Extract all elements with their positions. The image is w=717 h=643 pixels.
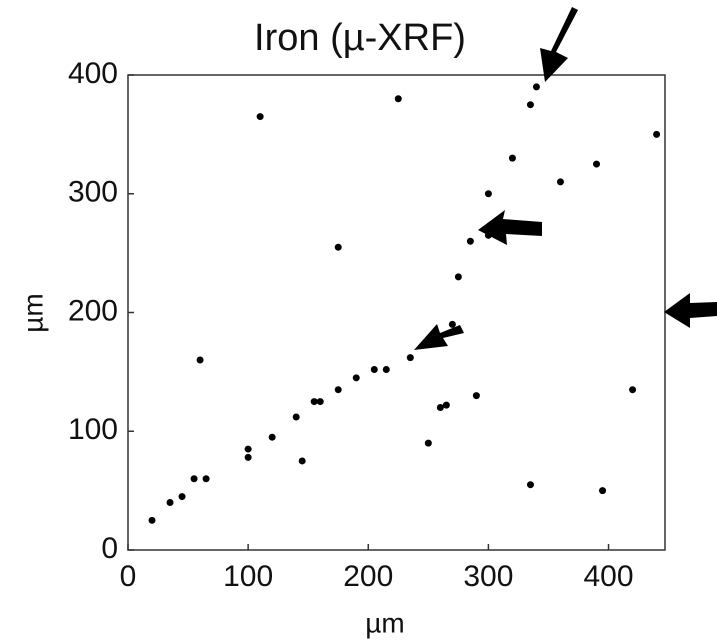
y-tick-label: 200 [68,294,118,327]
point [508,154,516,162]
arrow [478,210,542,245]
arrows [414,7,717,350]
x-axis-label: µm [365,607,404,638]
y-tick-label: 400 [68,57,118,90]
point [190,475,198,483]
point [394,95,402,103]
point [454,273,462,281]
point [148,516,156,524]
x-tick-label: 0 [120,560,137,593]
y-tick-label: 300 [68,176,118,209]
point [310,398,318,406]
point [166,499,174,506]
point [196,356,204,364]
point [484,231,492,239]
point [256,113,264,121]
x-tick-label: 200 [343,560,393,593]
point [556,178,564,186]
x-tick-label: 400 [584,560,634,593]
y-axis-label: µm [17,293,48,332]
point [526,481,534,489]
point [472,392,480,400]
point [532,83,540,91]
point [593,160,601,168]
point [244,453,252,461]
point [370,366,378,373]
arrow [540,7,578,82]
point [382,366,390,373]
point [292,413,300,421]
point [202,475,210,483]
y-tick-label: 100 [68,413,118,446]
point [424,439,432,447]
point [484,190,492,198]
point [448,320,456,328]
point [406,354,414,362]
chart-title: Iron (µ-XRF) [254,17,466,59]
point [244,445,252,453]
arrow [664,293,717,328]
point [334,386,342,394]
point [599,487,607,495]
point [316,398,324,406]
point [629,386,637,394]
point [298,457,306,465]
point [334,243,342,251]
y-tick-label: 0 [101,532,118,565]
point [352,374,360,382]
point [466,237,474,245]
x-tick-label: 300 [463,560,513,593]
point [268,433,276,441]
point [436,404,444,411]
point [442,401,450,409]
point [653,130,661,138]
point [526,101,534,109]
point [178,493,186,501]
x-tick-label: 100 [223,560,273,593]
point [424,338,432,346]
